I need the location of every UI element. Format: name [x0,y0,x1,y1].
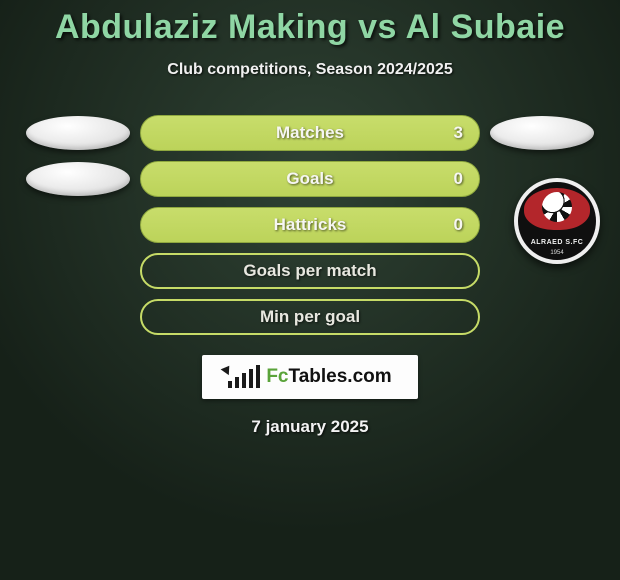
stat-value: 0 [454,215,463,235]
page-title: Abdulaziz Making vs Al Subaie [0,0,620,47]
left-oval-icon [26,116,130,150]
stat-bar-goals: Goals 0 [140,161,480,197]
chart-bars-icon [228,366,260,388]
stat-label: Matches [276,123,344,143]
right-indicator-slot [480,116,600,150]
left-indicator-slot [20,162,140,196]
soccer-ball-icon [542,192,572,222]
stat-bar-matches: Matches 3 [140,115,480,151]
stat-label: Goals [286,169,333,189]
stat-label: Hattricks [274,215,347,235]
stat-bar-hattricks: Hattricks 0 [140,207,480,243]
left-oval-icon [26,162,130,196]
stat-label: Min per goal [260,307,360,327]
stat-row-goals-per-match: Goals per match [0,253,620,289]
club-badge-year: 1954 [550,250,563,256]
stat-value: 0 [454,169,463,189]
brand-domain: .com [347,366,391,387]
stat-value: 3 [454,123,463,143]
right-oval-icon [490,116,594,150]
stat-bar-goals-per-match: Goals per match [140,253,480,289]
stat-row-matches: Matches 3 [0,115,620,151]
stat-row-min-per-goal: Min per goal [0,299,620,335]
brand-prefix: Fc [266,366,288,387]
club-badge: ALRAED S.FC 1954 [514,178,600,264]
left-indicator-slot [20,116,140,150]
page-subtitle: Club competitions, Season 2024/2025 [0,61,620,79]
fctables-logo: FcTables.com [202,355,418,399]
stat-bar-min-per-goal: Min per goal [140,299,480,335]
date-label: 7 january 2025 [0,417,620,437]
fctables-wordmark: FcTables.com [266,366,391,388]
stat-label: Goals per match [243,261,376,281]
club-badge-text: ALRAED S.FC [531,239,584,246]
brand-suffix: Tables [289,366,348,387]
